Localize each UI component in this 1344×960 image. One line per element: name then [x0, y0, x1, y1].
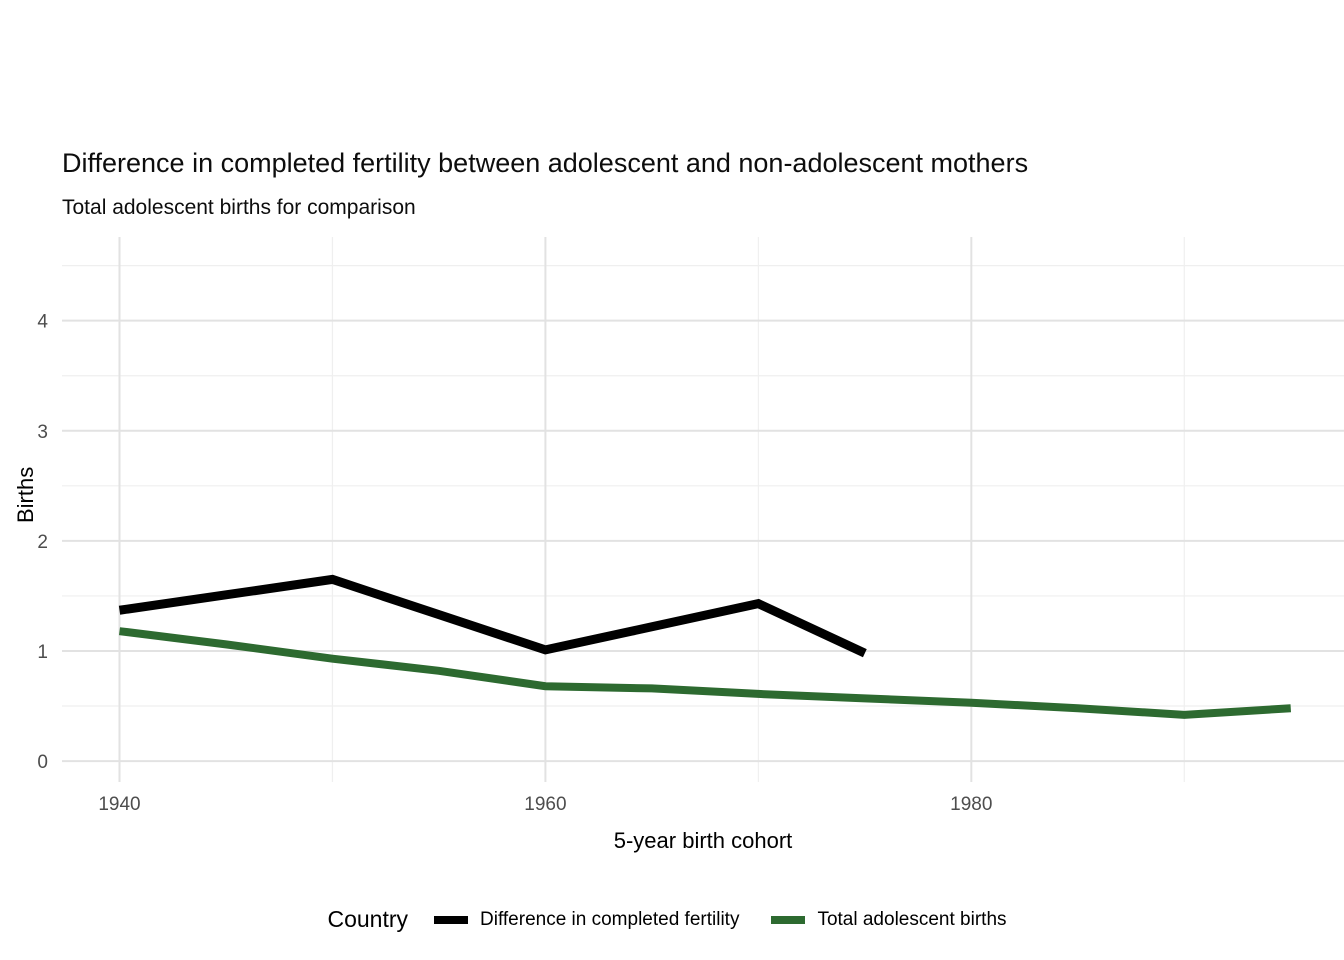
legend-label: Total adolescent births [817, 908, 1007, 930]
series-line-total-births [119, 627, 1292, 719]
x-tick-label: 1940 [98, 794, 140, 815]
y-tick-label: 4 [37, 312, 48, 333]
legend-label: Difference in completed fertility [480, 908, 740, 930]
legend-item: Difference in completed fertility [434, 909, 739, 931]
x-axis-title: 5-year birth cohort [613, 828, 793, 853]
y-tick-label: 0 [37, 752, 48, 773]
legend-swatch-total-births [771, 915, 806, 924]
y-tick-label: 2 [37, 532, 48, 553]
legend: Country Difference in completed fertilit… [0, 906, 1344, 933]
chart-subtitle: Total adolescent births for comparison [62, 196, 416, 219]
y-axis-title: Births [13, 466, 39, 523]
chart-title: Difference in completed fertility betwee… [62, 148, 1029, 178]
y-tick-label: 3 [37, 422, 48, 443]
legend-swatch-difference [434, 915, 469, 924]
y-tick-label: 1 [37, 642, 48, 663]
x-tick-label: 1980 [950, 794, 992, 815]
x-tick-label: 1960 [524, 794, 566, 815]
series-line-difference [118, 574, 867, 658]
legend-item: Total adolescent births [771, 908, 1007, 931]
legend-title: Country [327, 906, 409, 932]
